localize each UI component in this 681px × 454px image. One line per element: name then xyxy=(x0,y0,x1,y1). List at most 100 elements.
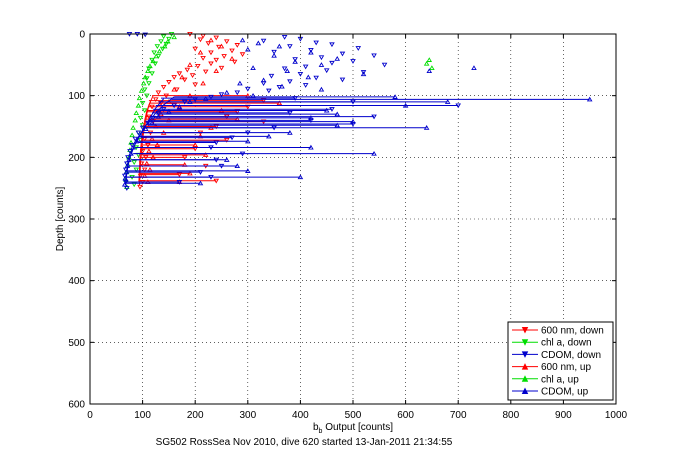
series-point xyxy=(138,88,145,93)
legend-marker xyxy=(521,351,529,358)
series-point xyxy=(281,66,288,72)
series-point xyxy=(139,101,146,106)
y-tick-label: 200 xyxy=(68,153,85,164)
series-point xyxy=(145,120,151,126)
series-point xyxy=(218,92,225,98)
series-spike-marker xyxy=(187,170,193,176)
series-point xyxy=(308,49,314,55)
series-spike-marker xyxy=(245,168,251,173)
series-point xyxy=(130,125,136,130)
series-spike-marker xyxy=(197,180,204,186)
series-point xyxy=(135,102,142,108)
series-point xyxy=(142,155,149,161)
series-point xyxy=(329,42,335,48)
series-point xyxy=(429,65,435,70)
series-point xyxy=(154,142,161,148)
series-point xyxy=(271,49,277,55)
series-point xyxy=(181,77,188,83)
series-point xyxy=(371,53,377,59)
series-point xyxy=(292,57,298,62)
series-point xyxy=(150,58,156,64)
series-point xyxy=(471,65,477,70)
series-spike-marker xyxy=(245,138,251,144)
x-tick-label: 600 xyxy=(397,410,414,421)
series-point xyxy=(187,62,193,67)
series-point xyxy=(150,154,156,160)
series-point xyxy=(221,54,227,59)
x-tick-label: 200 xyxy=(187,410,204,421)
series-point xyxy=(239,37,246,43)
x-tick-label: 800 xyxy=(502,410,519,421)
series-point xyxy=(260,38,267,44)
series-point xyxy=(137,132,144,138)
series-point xyxy=(187,99,193,104)
series-point xyxy=(135,130,142,136)
series-point xyxy=(239,52,246,58)
series-spike-marker xyxy=(586,96,593,102)
series-point xyxy=(140,80,147,86)
x-tick-label: 900 xyxy=(555,410,572,421)
series-spike-marker xyxy=(444,99,451,104)
series-point xyxy=(223,89,230,95)
series-point xyxy=(149,120,155,125)
series-point xyxy=(208,50,214,56)
series-point xyxy=(131,160,137,165)
series-point xyxy=(287,79,293,85)
series-point xyxy=(171,34,177,40)
series-point xyxy=(213,68,220,74)
series-point xyxy=(305,74,312,80)
series-point xyxy=(360,70,367,75)
series-point xyxy=(350,59,356,64)
legend-label: CDOM, down xyxy=(541,350,601,361)
series-point xyxy=(165,38,171,44)
x-tick-label: 400 xyxy=(292,410,309,421)
series-point xyxy=(245,46,251,52)
series-spike-marker xyxy=(334,111,341,117)
x-tick-label: 1000 xyxy=(605,410,628,421)
legend-entry: chl a, up xyxy=(512,374,579,385)
series-point xyxy=(141,87,148,93)
series-point xyxy=(144,93,150,99)
series-point xyxy=(213,35,220,41)
series-point xyxy=(279,83,285,89)
series-point xyxy=(205,41,212,46)
series-point xyxy=(189,73,196,79)
series-point xyxy=(122,167,129,173)
series-point xyxy=(121,181,128,187)
series-point xyxy=(158,39,164,45)
series-point xyxy=(208,37,214,43)
series-point xyxy=(133,167,140,173)
series-spike-marker xyxy=(371,114,377,120)
series-spike-marker xyxy=(308,144,314,150)
series-point xyxy=(234,43,241,48)
series-spike-marker xyxy=(181,155,188,161)
series-point xyxy=(155,90,162,96)
series-point xyxy=(302,64,309,70)
series-point xyxy=(133,138,140,144)
series-point xyxy=(329,60,335,66)
x-tick-label: 100 xyxy=(134,410,151,421)
series-point xyxy=(161,43,168,49)
y-tick-label: 100 xyxy=(68,91,85,102)
legend-label: CDOM, up xyxy=(541,387,589,398)
series-spike-marker xyxy=(323,107,330,113)
series-point xyxy=(313,75,319,81)
series-point xyxy=(302,83,309,88)
series-point xyxy=(318,62,325,67)
series-point xyxy=(146,81,152,87)
series-profile xyxy=(124,96,175,186)
series-point xyxy=(318,86,325,92)
caption: SG502 RossSea Nov 2010, dive 620 started… xyxy=(156,437,453,448)
legend-entry: 600 nm, down xyxy=(512,326,604,337)
series-point xyxy=(200,56,206,61)
series-spike-marker xyxy=(276,100,283,106)
series-point xyxy=(355,46,362,51)
series-point xyxy=(124,161,130,167)
series-point xyxy=(213,57,220,63)
series-point xyxy=(171,75,177,80)
series-point xyxy=(260,77,267,83)
series-spike-marker xyxy=(308,115,314,120)
legend-box xyxy=(507,321,614,401)
series-point xyxy=(149,71,155,77)
